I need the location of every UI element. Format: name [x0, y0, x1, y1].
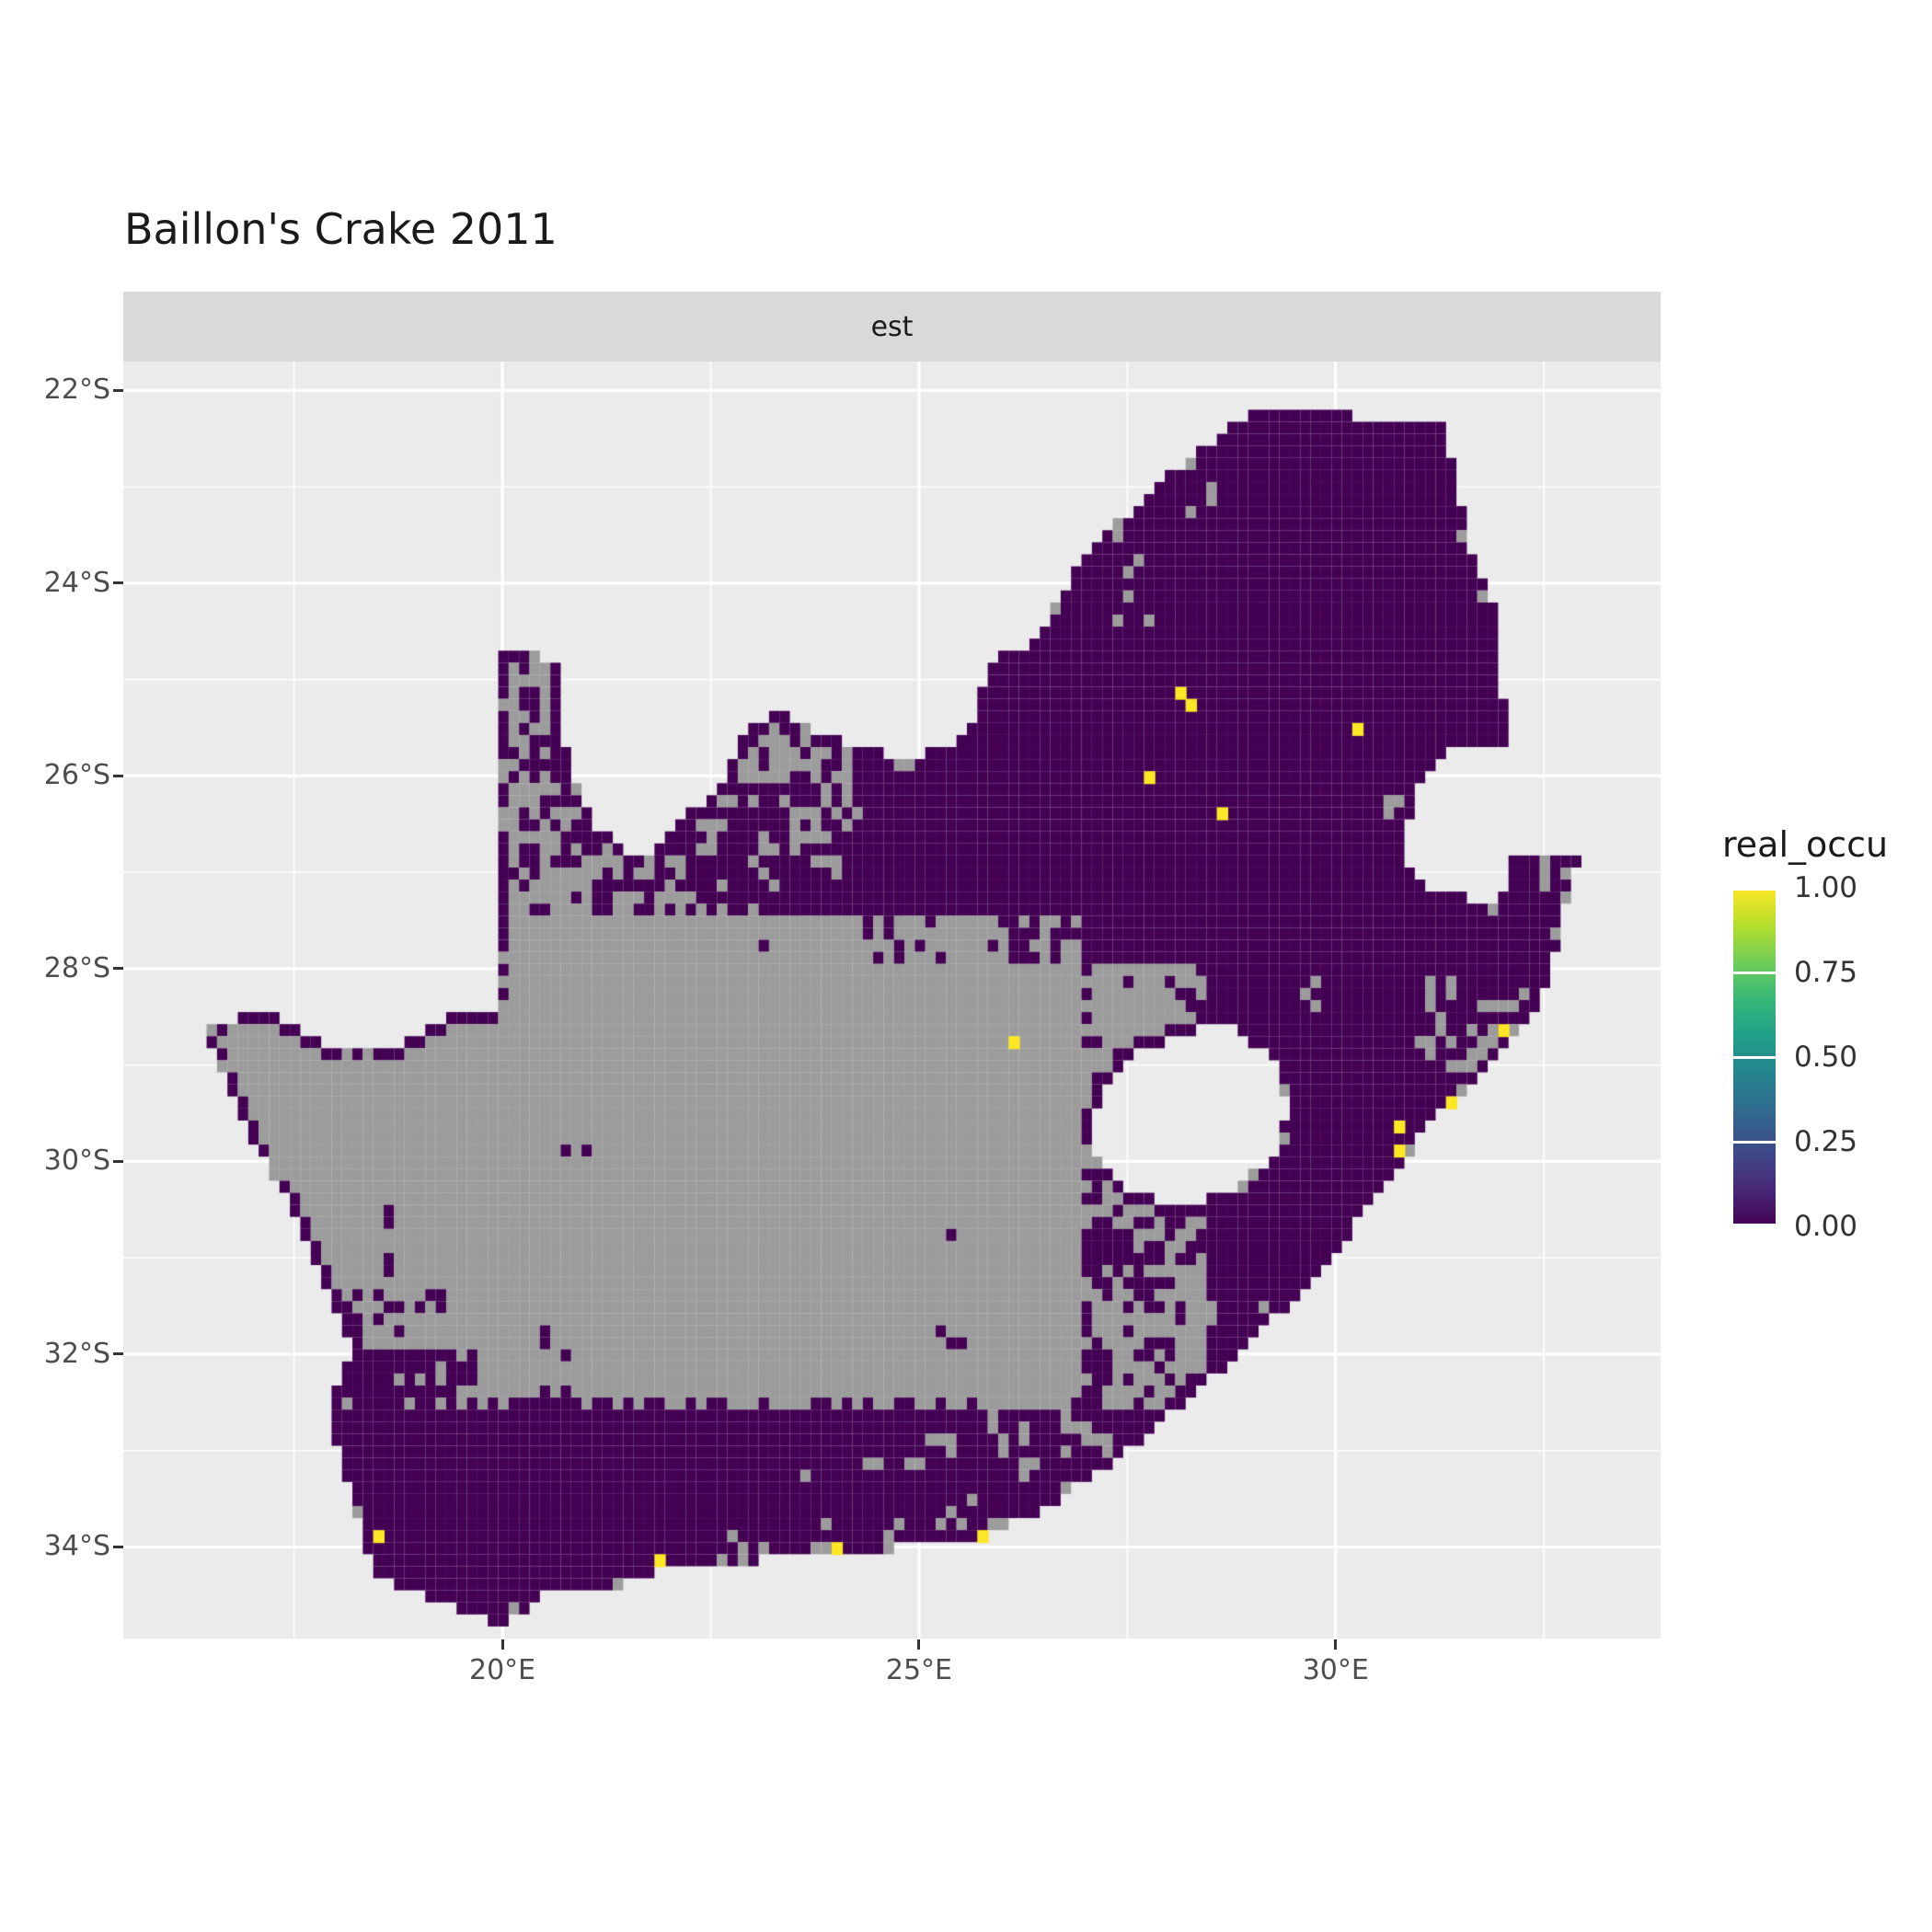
y-tick-label: 28°S — [43, 951, 110, 984]
x-tick-mark — [1334, 1639, 1338, 1650]
legend-tick-mark — [1733, 1140, 1776, 1144]
legend-tick-mark — [1733, 1055, 1776, 1059]
y-tick-label: 32°S — [43, 1337, 110, 1370]
y-tick-label: 34°S — [43, 1530, 110, 1563]
y-tick-mark — [113, 1352, 123, 1356]
south-africa-occupancy-map — [123, 362, 1661, 1639]
legend-colorbar — [1733, 888, 1776, 1226]
x-tick-label: 20°E — [469, 1654, 536, 1686]
map-panel — [123, 362, 1661, 1639]
x-tick-label: 30°E — [1302, 1654, 1369, 1686]
x-tick-mark — [917, 1639, 921, 1650]
legend-tick-mark — [1733, 888, 1776, 891]
y-tick-label: 30°S — [43, 1144, 110, 1178]
chart-title: Baillon's Crake 2011 — [124, 204, 558, 254]
legend-tick-label: 0.00 — [1794, 1210, 1858, 1243]
y-tick-mark — [113, 1545, 123, 1548]
legend-tick-label: 0.75 — [1794, 956, 1858, 989]
y-tick-label: 24°S — [43, 566, 110, 599]
y-tick-label: 22°S — [43, 374, 110, 407]
legend-tick-label: 0.25 — [1794, 1125, 1858, 1158]
legend-tick-label: 1.00 — [1794, 871, 1858, 904]
facet-strip: est — [123, 292, 1661, 362]
y-tick-mark — [113, 581, 123, 585]
y-tick-label: 26°S — [43, 759, 110, 792]
legend-tick-mark — [1733, 1224, 1776, 1226]
legend-title: real_occu — [1722, 824, 1889, 865]
y-tick-mark — [113, 1159, 123, 1163]
legend-tick-mark — [1733, 971, 1776, 974]
y-tick-mark — [113, 967, 123, 971]
legend-tick-label: 0.50 — [1794, 1041, 1858, 1074]
facet-strip-label: est — [870, 310, 914, 343]
y-tick-mark — [113, 388, 123, 392]
y-tick-mark — [113, 774, 123, 777]
x-tick-mark — [500, 1639, 504, 1650]
x-tick-label: 25°E — [885, 1654, 952, 1686]
